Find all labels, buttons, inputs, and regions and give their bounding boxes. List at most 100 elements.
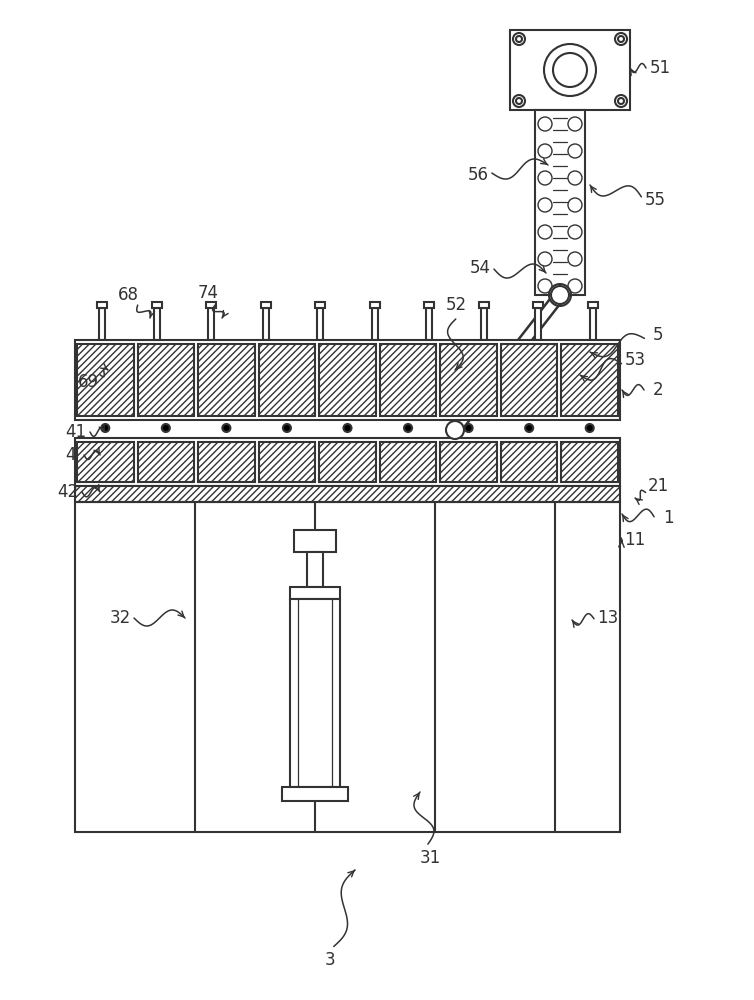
Circle shape: [538, 225, 552, 239]
Circle shape: [568, 198, 582, 212]
Bar: [152, 302, 162, 308]
Circle shape: [568, 252, 582, 266]
Bar: [317, 308, 323, 340]
Bar: [479, 302, 489, 308]
Bar: [440, 344, 497, 416]
Circle shape: [538, 198, 552, 212]
Bar: [77, 344, 133, 416]
Text: 52: 52: [446, 296, 467, 314]
Circle shape: [538, 279, 552, 293]
Text: 41: 41: [66, 423, 87, 441]
Bar: [100, 308, 106, 340]
Bar: [319, 442, 375, 482]
Circle shape: [101, 424, 109, 432]
Bar: [588, 302, 598, 308]
Bar: [501, 344, 557, 416]
Bar: [259, 344, 315, 416]
Bar: [75, 486, 620, 502]
Circle shape: [464, 424, 473, 432]
Bar: [501, 442, 557, 482]
Bar: [562, 344, 618, 416]
Bar: [198, 442, 255, 482]
Circle shape: [283, 424, 291, 432]
Bar: [198, 442, 255, 482]
Bar: [75, 486, 620, 502]
Bar: [590, 308, 596, 340]
Bar: [319, 442, 375, 482]
Circle shape: [568, 225, 582, 239]
Bar: [137, 442, 194, 482]
Bar: [259, 344, 315, 416]
Bar: [562, 344, 618, 416]
Circle shape: [615, 33, 627, 45]
Bar: [535, 110, 585, 295]
Text: 53: 53: [624, 351, 645, 369]
Text: 42: 42: [57, 483, 78, 501]
Circle shape: [516, 98, 522, 104]
Bar: [77, 442, 133, 482]
Circle shape: [615, 95, 627, 107]
Text: 74: 74: [198, 284, 219, 302]
Bar: [380, 344, 437, 416]
Bar: [562, 442, 618, 482]
Bar: [137, 344, 194, 416]
Bar: [207, 302, 216, 308]
Bar: [319, 344, 375, 416]
Bar: [137, 442, 194, 482]
Text: 2: 2: [653, 381, 664, 399]
Bar: [562, 442, 618, 482]
Circle shape: [404, 424, 412, 432]
Bar: [259, 442, 315, 482]
Bar: [307, 552, 323, 587]
Bar: [440, 442, 497, 482]
Circle shape: [162, 424, 170, 432]
Bar: [137, 344, 194, 416]
Bar: [154, 308, 160, 340]
Text: 56: 56: [467, 166, 489, 184]
Circle shape: [344, 424, 351, 432]
Bar: [290, 587, 340, 599]
Bar: [501, 344, 557, 416]
Circle shape: [551, 286, 569, 304]
Circle shape: [516, 36, 522, 42]
Text: 51: 51: [649, 59, 670, 77]
Bar: [75, 340, 620, 420]
Text: 5: 5: [653, 326, 664, 344]
Text: 3: 3: [325, 951, 336, 969]
Bar: [198, 344, 255, 416]
Bar: [440, 442, 497, 482]
Bar: [259, 442, 315, 482]
Circle shape: [513, 33, 525, 45]
Bar: [533, 302, 543, 308]
Circle shape: [553, 53, 587, 87]
Text: 69: 69: [78, 373, 99, 391]
Bar: [208, 308, 214, 340]
Bar: [315, 302, 325, 308]
Bar: [290, 599, 340, 787]
Text: 68: 68: [118, 286, 139, 304]
Bar: [481, 308, 487, 340]
Circle shape: [538, 171, 552, 185]
Circle shape: [538, 252, 552, 266]
Bar: [380, 442, 437, 482]
Bar: [261, 302, 271, 308]
Bar: [380, 442, 437, 482]
Bar: [510, 30, 630, 110]
Text: 4: 4: [65, 446, 75, 464]
Bar: [294, 530, 336, 552]
Circle shape: [568, 117, 582, 131]
Circle shape: [513, 95, 525, 107]
Bar: [440, 344, 497, 416]
Bar: [425, 302, 434, 308]
Bar: [97, 302, 107, 308]
Circle shape: [222, 424, 231, 432]
Bar: [75, 438, 620, 486]
Text: 1: 1: [663, 509, 673, 527]
Text: 55: 55: [645, 191, 666, 209]
Circle shape: [618, 98, 624, 104]
Bar: [75, 502, 620, 832]
Circle shape: [568, 171, 582, 185]
Circle shape: [544, 44, 596, 96]
Circle shape: [446, 421, 464, 439]
Bar: [77, 442, 133, 482]
